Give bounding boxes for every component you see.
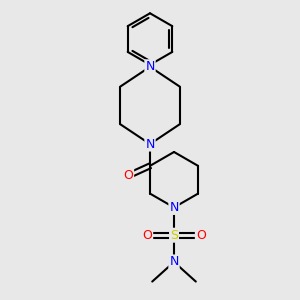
Text: O: O [123,169,133,182]
Text: N: N [169,201,179,214]
Text: O: O [142,229,152,242]
Text: N: N [169,256,179,268]
Text: N: N [145,138,155,151]
Text: N: N [145,60,155,73]
Text: S: S [170,229,178,242]
Text: O: O [196,229,206,242]
